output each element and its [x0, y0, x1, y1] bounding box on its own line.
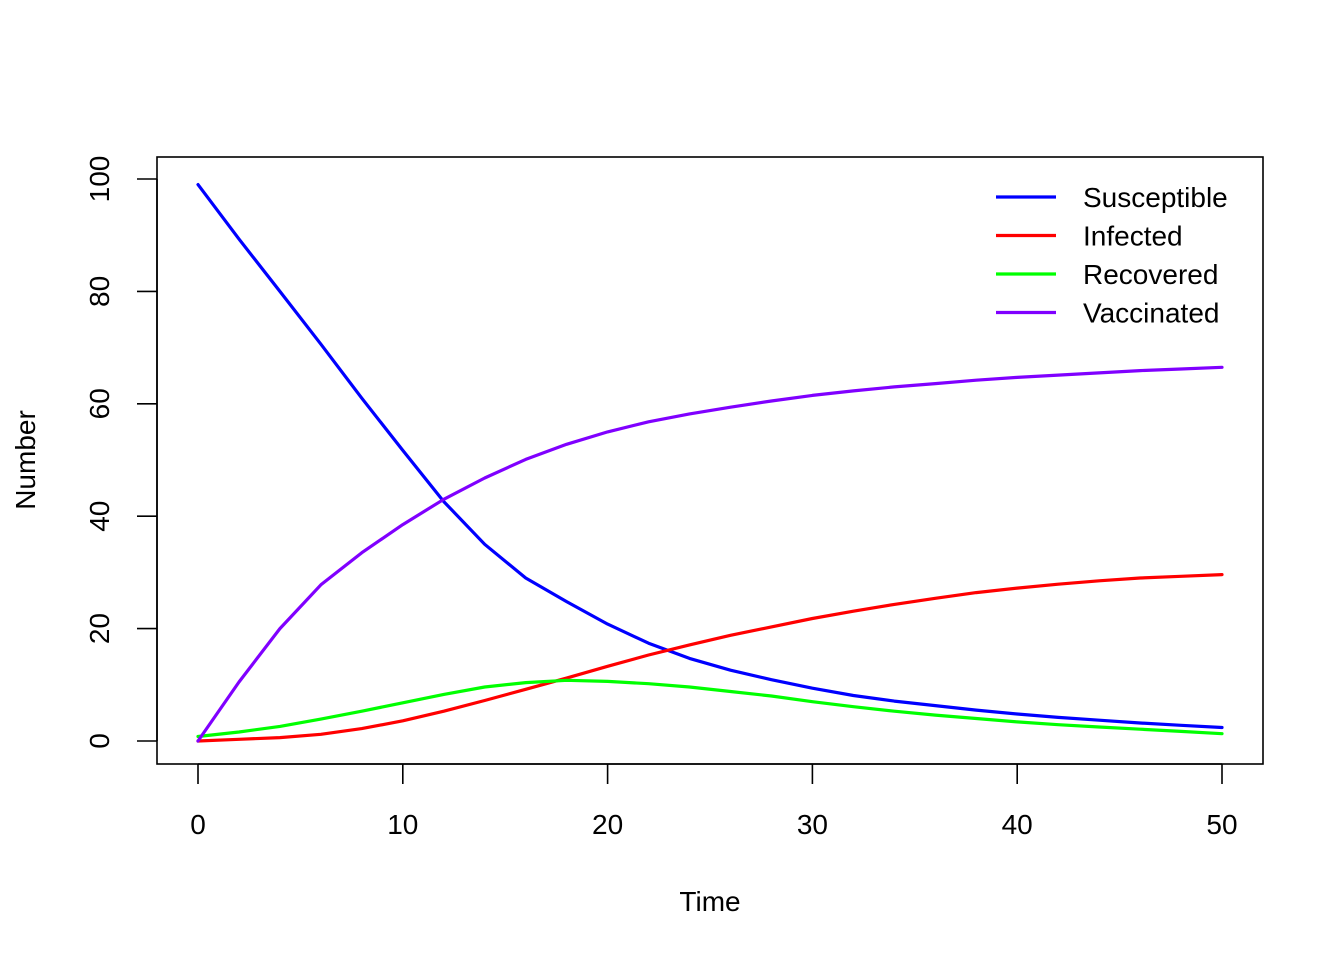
y-tick-label: 80: [84, 276, 115, 307]
legend-label-infected: Infected: [1083, 221, 1183, 252]
y-axis: 0 20 40 60 80 100: [84, 156, 158, 749]
x-tick-label: 0: [190, 809, 206, 840]
y-tick-label: 60: [84, 388, 115, 419]
legend-label-vaccinated: Vaccinated: [1083, 298, 1219, 329]
y-axis-title: Number: [10, 410, 41, 510]
legend-label-susceptible: Susceptible: [1083, 182, 1228, 213]
x-tick-label: 30: [797, 809, 828, 840]
y-tick-label: 100: [84, 156, 115, 203]
x-axis: 0 10 20 30 40 50: [190, 763, 1238, 840]
legend: Susceptible Infected Recovered Vaccinated: [996, 182, 1228, 329]
x-axis-title: Time: [679, 886, 740, 917]
x-tick-label: 20: [592, 809, 623, 840]
series-line-susceptible: [196, 183, 1224, 730]
series-line-infected: [196, 572, 1224, 743]
series-line-recovered: [196, 678, 1224, 739]
x-tick-label: 10: [387, 809, 418, 840]
y-tick-label: 0: [84, 733, 115, 749]
x-tick-label: 50: [1206, 809, 1237, 840]
y-tick-label: 40: [84, 501, 115, 532]
x-tick-label: 40: [1002, 809, 1033, 840]
series-layer: [196, 183, 1224, 743]
y-tick-label: 20: [84, 613, 115, 644]
legend-label-recovered: Recovered: [1083, 259, 1218, 290]
series-line-vaccinated: [196, 365, 1224, 743]
